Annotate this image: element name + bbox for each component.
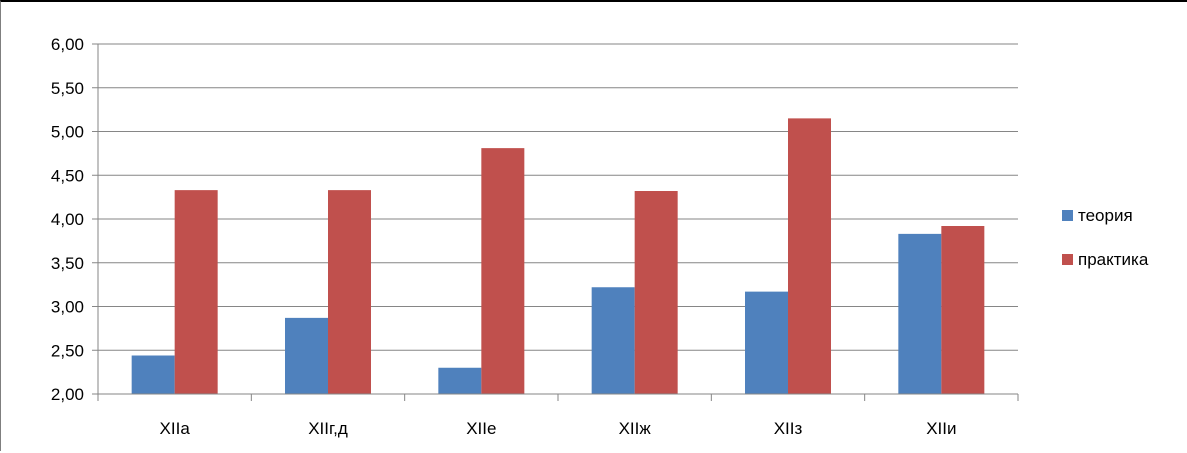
bar-teoriya (745, 291, 788, 394)
x-tick-label: XIIж (619, 419, 652, 438)
bar-teoriya (131, 355, 175, 394)
bar-teoriya (898, 233, 942, 394)
y-tick-label: 5,50 (51, 79, 84, 98)
x-tick-label: XIIг,д (308, 419, 348, 438)
x-tick-label: XIIз (774, 419, 803, 438)
y-tick-label: 6,00 (51, 35, 84, 54)
y-tick-label: 2,00 (51, 385, 84, 404)
bar-praktika (174, 190, 218, 394)
y-tick-label: 4,50 (51, 166, 84, 185)
bar-praktika (634, 191, 678, 394)
legend-swatch (1062, 254, 1073, 265)
legend-label: практика (1078, 250, 1149, 269)
x-tick-label: XIIe (466, 419, 496, 438)
bar-praktika (788, 118, 831, 394)
bar-praktika (481, 148, 525, 394)
bars (131, 118, 985, 394)
y-tick-label: 5,00 (51, 123, 84, 142)
x-tick-label: XIIa (160, 419, 191, 438)
y-tick-label: 3,50 (51, 254, 84, 273)
bar-teoriya (285, 317, 328, 394)
x-axis-ticks: XIIa XIIг,д XIIe XIIж XIIз XIIи (97, 394, 1019, 438)
legend-swatch (1062, 210, 1073, 221)
y-tick-label: 3,00 (51, 298, 84, 317)
bar-praktika (328, 190, 371, 394)
legend: теория практика (1062, 206, 1149, 269)
gridlines (98, 43, 1018, 395)
x-tick-label: XIIи (926, 419, 956, 438)
legend-label: теория (1078, 206, 1133, 225)
bar-teoriya (591, 287, 635, 394)
bar-praktika (941, 226, 985, 394)
y-axis-ticks: 2,00 2,50 3,00 3,50 4,00 4,50 5,00 5,50 6,00 (51, 35, 98, 404)
y-tick-label: 4,00 (51, 210, 84, 229)
y-tick-label: 2,50 (51, 341, 84, 360)
bar-teoriya (438, 367, 482, 394)
